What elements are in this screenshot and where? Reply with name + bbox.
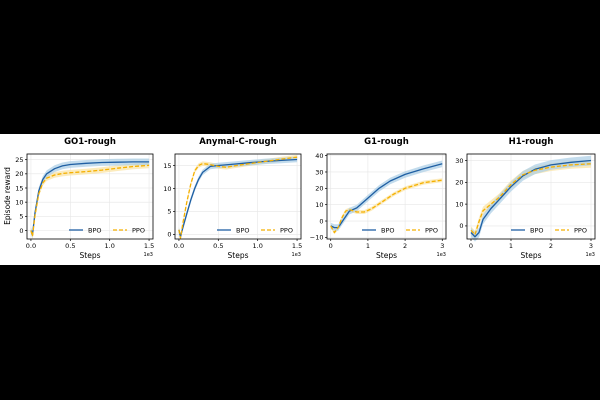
x-tick-label: 0.0 — [26, 242, 36, 250]
chart-title: G1-rough — [364, 137, 409, 147]
chart-panel-4: H1-rough 0 10 20 30 0 1 2 3 Steps 1e3 BPO PPO — [455, 137, 596, 260]
series-line-bpo — [330, 163, 443, 229]
x-axis-label: Steps — [521, 251, 542, 260]
x-tick-label: 1 — [366, 242, 370, 250]
legend-label-bpo: BPO — [88, 226, 102, 234]
legend: BPO PPO — [69, 226, 145, 234]
x-axis-label: Steps — [376, 251, 397, 260]
y-tick-label: 30 — [455, 157, 463, 165]
y-tick-label: 0 — [167, 231, 171, 239]
legend-label-bpo: BPO — [530, 226, 544, 234]
x-tick-label: 0.5 — [213, 242, 223, 250]
figure: Episode reward GO1-rough 0 5 10 15 20 25 0.0 0.5 1… — [0, 134, 600, 265]
series-line-ppo — [470, 163, 592, 236]
y-tick-label: 0 — [319, 217, 323, 225]
x-tick-label: 1.0 — [253, 242, 263, 250]
x-tick-label: 1.0 — [105, 242, 115, 250]
y-tick-label: 15 — [15, 184, 23, 192]
y-tick-label: 10 — [163, 185, 171, 193]
x-tick-label: 0.0 — [174, 242, 184, 250]
y-tick-label: 20 — [455, 179, 463, 187]
x-axis-label: Steps — [80, 251, 101, 260]
chart-title: Anymal-C-rough — [199, 137, 276, 147]
plot-frame — [326, 153, 447, 240]
series-band-bpo — [330, 160, 443, 231]
legend-label-ppo: PPO — [425, 226, 438, 234]
y-tick-label: 0 — [459, 222, 463, 230]
series-band-bpo — [471, 155, 591, 242]
legend-label-bpo: BPO — [381, 226, 395, 234]
x-tick-label: 3 — [440, 242, 444, 250]
x-multiplier-label: 1e3 — [586, 252, 595, 258]
x-multiplier-label: 1e3 — [437, 252, 446, 258]
x-multiplier-label: 1e3 — [292, 252, 301, 258]
chart-title: GO1-rough — [64, 137, 116, 147]
series-line-ppo — [330, 179, 443, 234]
y-tick-label: 30 — [315, 168, 323, 176]
x-tick-label: 1.5 — [292, 242, 302, 250]
series-line-bpo — [470, 159, 592, 238]
legend: BPO PPO — [217, 226, 293, 234]
y-tick-label: −10 — [310, 234, 324, 242]
y-tick-label: 10 — [315, 201, 323, 209]
chart-panel-3: G1-rough −10 0 10 20 30 40 0 1 2 3 Steps 1e3 BPO PPO — [310, 137, 447, 260]
x-tick-label: 1 — [509, 242, 513, 250]
x-tick-label: 1.5 — [144, 242, 154, 250]
plot-frame — [466, 153, 596, 240]
x-axis-label: Steps — [228, 251, 249, 260]
x-tick-label: 3 — [589, 242, 593, 250]
x-tick-label: 2 — [549, 242, 553, 250]
legend-label-bpo: BPO — [236, 226, 250, 234]
y-axis-label: Episode reward — [3, 167, 12, 225]
y-tick-label: 25 — [15, 156, 23, 164]
plot-frame — [26, 153, 154, 240]
legend-label-ppo: PPO — [574, 226, 587, 234]
y-tick-label: 10 — [15, 198, 23, 206]
y-tick-label: 0 — [19, 227, 23, 235]
legend: BPO PPO — [362, 226, 438, 234]
series-line-bpo — [178, 158, 298, 238]
y-tick-label: 5 — [167, 208, 171, 216]
y-tick-label: 40 — [315, 152, 323, 160]
y-tick-label: 10 — [455, 200, 463, 208]
y-tick-label: 5 — [19, 213, 23, 221]
x-tick-label: 2 — [403, 242, 407, 250]
chart-panel-2: Anymal-C-rough 0 5 10 15 0.0 0.5 1.0 1.5 Steps 1e3… — [163, 137, 302, 260]
y-tick-label: 15 — [163, 162, 171, 170]
legend-label-ppo: PPO — [280, 226, 293, 234]
x-tick-label: 0.5 — [65, 242, 75, 250]
y-tick-label: 20 — [15, 170, 23, 178]
y-tick-label: 20 — [315, 185, 323, 193]
x-tick-label: 0 — [469, 242, 473, 250]
legend: BPO PPO — [511, 226, 587, 234]
x-tick-label: 0 — [329, 242, 333, 250]
chart-panel-1: GO1-rough 0 5 10 15 20 25 0.0 0.5 1.0 1.5 Steps 1e3 B… — [15, 137, 154, 260]
series-line-ppo — [30, 164, 150, 237]
series-line-ppo — [178, 156, 298, 239]
x-multiplier-label: 1e3 — [144, 252, 153, 258]
legend-label-ppo: PPO — [132, 226, 145, 234]
plot-frame — [174, 153, 302, 240]
chart-title: H1-rough — [509, 137, 554, 147]
